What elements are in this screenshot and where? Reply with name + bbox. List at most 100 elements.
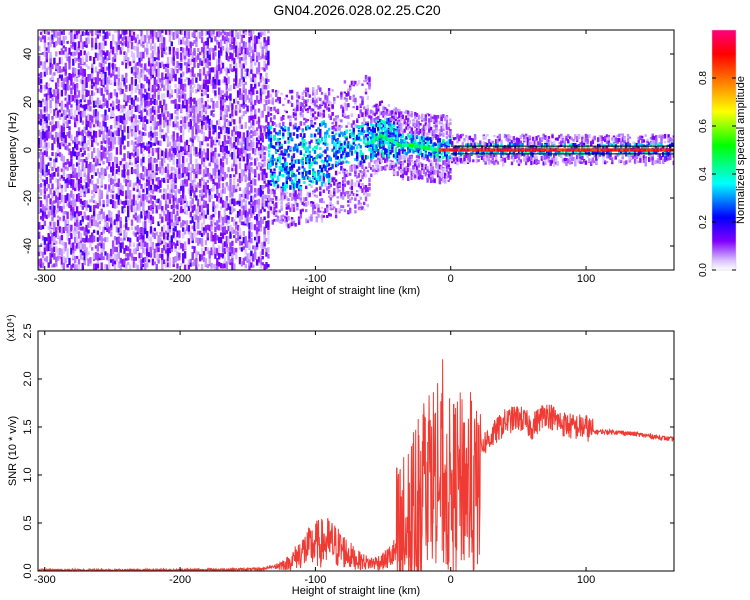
spectrogram-cell (210, 123, 213, 128)
spectrogram-cell (56, 215, 60, 219)
spectrogram-cell (297, 126, 301, 130)
spectrogram-cell (187, 259, 191, 265)
spectrogram-cell (271, 97, 274, 101)
spectrogram-cell (265, 194, 268, 200)
spectrogram-cell (268, 161, 271, 164)
spectrogram-cell (170, 67, 173, 74)
spectrogram-cell (338, 119, 341, 122)
spectrogram-cell (182, 129, 185, 137)
spectrogram-cell (313, 145, 317, 149)
spectrogram-cell (275, 204, 278, 209)
spectrogram-cell (66, 40, 69, 44)
spectrogram-cell (41, 98, 45, 103)
spectrogram-cell (212, 248, 215, 255)
spectrogram-cell (38, 113, 41, 120)
spectrogram-cell (100, 190, 103, 198)
spectrogram-cell (199, 238, 202, 244)
spectrogram-cell (292, 219, 296, 223)
spectrogram-cell (254, 187, 257, 193)
spectrogram-cell (149, 30, 153, 35)
spectrogram-cell (248, 71, 251, 78)
spectrogram-cell (75, 120, 79, 125)
spectrogram-cell (219, 190, 223, 198)
spectrogram-cell (172, 52, 175, 58)
spectrogram-cell (180, 134, 183, 143)
spectrogram-cell (352, 163, 355, 169)
spectrogram-cell (166, 156, 170, 161)
spectrogram-cell (240, 124, 244, 129)
spectrogram-cell (132, 199, 136, 206)
spectrogram-cell (74, 245, 77, 252)
spectrogram-cell (306, 87, 310, 91)
spectrogram-cell (182, 24, 184, 29)
spectrogram-cell (127, 62, 130, 69)
spectrogram-cell (305, 185, 308, 190)
spectrogram-cell (216, 168, 219, 172)
spectrogram-cell (236, 140, 240, 146)
spectrogram-cell (357, 143, 361, 146)
spectrogram-cell (259, 162, 263, 166)
spectrogram-cell (240, 247, 244, 252)
spectrogram-cell (246, 214, 249, 222)
spectrogram-cell (273, 145, 276, 150)
spectrogram-cell (66, 232, 69, 239)
spectrogram-cell (294, 146, 297, 151)
spectrogram-cell (221, 200, 225, 208)
spectrogram-cell (147, 163, 151, 171)
spectrogram-cell (185, 76, 189, 80)
spectrogram-cell (204, 83, 208, 90)
spectrogram-cell (149, 226, 153, 233)
spectrogram-cell (233, 78, 236, 83)
spectrogram-cell (206, 137, 209, 141)
spectrogram-cell (185, 116, 189, 121)
spectrogram-cell (271, 198, 274, 201)
spectrogram-cell (200, 30, 204, 37)
spectrogram-cell (324, 92, 327, 96)
spectrogram-cell (77, 69, 81, 75)
spectrogram-cell (77, 171, 81, 177)
spectrogram-cell (326, 143, 329, 146)
spectrogram-cell (161, 42, 164, 49)
spectrogram-cell (241, 25, 243, 30)
spectrogram-cell (276, 217, 280, 222)
spectrogram-cell (219, 174, 223, 181)
spectrogram-cell (149, 173, 153, 181)
spectrogram-cell (94, 42, 98, 50)
spectrogram-cell (306, 220, 310, 224)
spectrogram-cell (324, 149, 327, 154)
spectrogram-cell (240, 81, 244, 86)
spectrogram-cell (303, 197, 306, 202)
spectrogram-cell (200, 214, 204, 219)
spectrogram-cell (159, 37, 162, 42)
spectrogram-cell (96, 258, 100, 264)
spectrogram-cell (319, 112, 322, 117)
spectrogram-cell (151, 73, 155, 78)
spectrogram-cell (306, 176, 310, 180)
spectrogram-cell (138, 214, 141, 221)
spectrogram-cell (56, 66, 60, 74)
spectrogram-cell (163, 224, 166, 231)
spectrogram-cell (315, 203, 318, 207)
spectrogram-cell (102, 130, 105, 138)
spectrogram-cell (254, 82, 257, 89)
spectrogram-cell (138, 119, 141, 125)
spectrogram-cell (310, 139, 313, 143)
spectrogram-cell (221, 253, 225, 259)
spectrogram-cell (227, 68, 230, 74)
spectrogram-cell (53, 57, 56, 64)
spectrogram-cell (336, 185, 339, 189)
spectrogram-cell (79, 58, 83, 66)
spectrogram-cell (208, 193, 211, 202)
spectrogram-cell (119, 124, 122, 131)
spectrogram-cell (66, 114, 69, 119)
spectrogram-cell (255, 226, 259, 235)
spectrogram-cell (38, 120, 41, 125)
spectrogram-cell (235, 247, 238, 253)
spectrogram-cell (70, 214, 73, 221)
spectrogram-cell (128, 240, 132, 247)
spectrogram-cell (136, 194, 139, 201)
spectrogram-cell (326, 146, 329, 151)
spectrogram-cell (242, 50, 245, 58)
spectrogram-cell (294, 200, 297, 206)
spectrogram-cell (336, 127, 339, 131)
